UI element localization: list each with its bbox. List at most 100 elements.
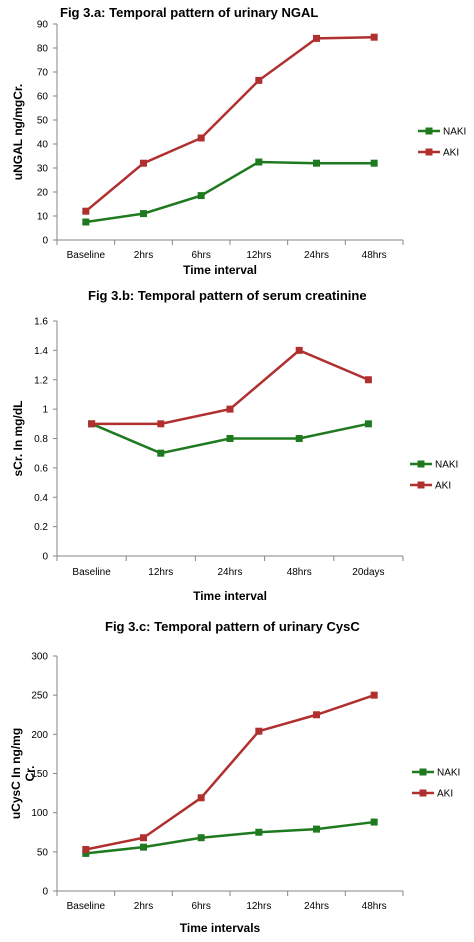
data-point-naki (197, 834, 205, 842)
y-tick-label: 0.6 (34, 463, 48, 474)
x-tick-label: 24hrs (304, 901, 329, 912)
series-line-aki (85, 35, 375, 213)
legend-marker (425, 127, 433, 135)
legend-marker (417, 481, 425, 489)
data-point-aki (157, 420, 165, 428)
data-point-naki (82, 849, 90, 857)
y-tick-label: 40 (37, 140, 49, 151)
x-tick-label: 48hrs (362, 250, 387, 261)
y-axis-label: sCr. In mg/dL (11, 400, 25, 476)
chart-2: Fig 3.b: Temporal pattern of serum creat… (11, 288, 458, 603)
y-tick-label: 0.2 (34, 522, 48, 533)
data-point-naki (197, 192, 205, 200)
y-tick-label: 60 (37, 92, 49, 103)
legend-entry-aki: AKI (418, 148, 459, 159)
data-point-aki (370, 691, 378, 699)
legend-label: NAKI (437, 768, 460, 779)
y-axis-label-line: Cr. (23, 765, 37, 781)
data-point-aki (140, 834, 147, 842)
data-point-naki (82, 218, 90, 226)
y-tick-label: 150 (31, 769, 48, 780)
data-point-naki (313, 159, 320, 167)
y-tick-label: 250 (31, 691, 48, 702)
y-tick-label: 50 (37, 847, 49, 858)
y-tick-label: 80 (37, 44, 49, 55)
legend-marker (417, 460, 425, 468)
data-point-aki (313, 34, 320, 42)
data-point-naki (313, 825, 320, 833)
y-tick-label: 200 (31, 730, 48, 741)
y-tick-label: 0 (42, 236, 48, 247)
series-line-aki (85, 693, 375, 851)
series-line-naki (85, 160, 375, 224)
y-tick-label: 100 (31, 808, 48, 819)
y-tick-label: 0 (42, 887, 48, 898)
data-point-aki (313, 711, 320, 719)
data-point-naki (364, 420, 372, 428)
chart-title: Fig 3.c: Temporal pattern of urinary Cys… (105, 619, 360, 634)
x-tick-label: 12hrs (246, 250, 271, 261)
data-point-aki (295, 346, 303, 354)
chart-1: Fig 3.a: Temporal pattern of urinary NGA… (11, 5, 466, 277)
legend-label: AKI (443, 148, 459, 159)
x-axis-label: Time intervals (180, 921, 261, 935)
chart-3: Fig 3.c: Temporal pattern of urinary Cys… (9, 619, 460, 935)
data-point-aki (364, 376, 372, 384)
x-tick-label: 48hrs (287, 567, 312, 578)
legend-entry-aki: AKI (412, 789, 453, 800)
x-tick-label: Baseline (67, 250, 106, 261)
data-point-aki (197, 794, 205, 802)
y-tick-label: 70 (37, 68, 49, 79)
data-point-aki (88, 420, 96, 428)
legend-entry-naki: NAKI (418, 127, 466, 138)
data-point-aki (370, 33, 378, 41)
x-tick-label: 48hrs (362, 901, 387, 912)
data-point-aki (140, 159, 147, 167)
legend-label: NAKI (443, 127, 466, 138)
x-tick-label: 20days (352, 567, 384, 578)
x-tick-label: 24hrs (217, 567, 242, 578)
y-tick-label: 0.4 (34, 493, 48, 504)
data-point-aki (82, 207, 90, 215)
chart-title: Fig 3.a: Temporal pattern of urinary NGA… (60, 5, 318, 20)
y-tick-label: 1 (42, 405, 48, 416)
data-point-naki (140, 210, 147, 218)
legend-marker (425, 148, 433, 156)
series-line-naki (85, 820, 375, 855)
y-tick-label: 300 (31, 652, 48, 663)
y-tick-label: 1.2 (34, 375, 48, 386)
data-point-naki (226, 435, 234, 442)
x-axis-label: Time interval (193, 589, 267, 603)
chart-title: Fig 3.b: Temporal pattern of serum creat… (88, 288, 367, 303)
data-point-aki (226, 405, 234, 413)
y-tick-label: 90 (37, 20, 49, 31)
legend-entry-aki: AKI (410, 481, 451, 492)
y-tick-label: 0.8 (34, 434, 48, 445)
x-tick-label: 24hrs (304, 250, 329, 261)
data-point-naki (255, 828, 263, 836)
y-axis-label-line: uCysC In ng/mg (9, 728, 23, 819)
legend-label: AKI (437, 789, 453, 800)
y-axis-label: uCysC In ng/mgCr. (9, 728, 37, 819)
y-tick-label: 10 (37, 212, 49, 223)
x-tick-label: Baseline (72, 567, 111, 578)
data-point-aki (197, 134, 205, 142)
data-point-naki (140, 843, 147, 851)
x-tick-label: 6hrs (191, 250, 210, 261)
y-axis-label: uNGAL ng/mgCr. (11, 84, 25, 180)
y-tick-label: 50 (37, 116, 49, 127)
legend-label: NAKI (435, 460, 458, 471)
y-tick-label: 0 (42, 552, 48, 563)
series-line-aki (91, 348, 369, 426)
y-tick-label: 1.4 (34, 346, 48, 357)
x-tick-label: 2hrs (134, 901, 153, 912)
x-tick-label: 2hrs (134, 250, 153, 261)
y-tick-label: 1.6 (34, 317, 48, 328)
legend-entry-naki: NAKI (410, 460, 458, 471)
legend-entry-naki: NAKI (412, 768, 460, 779)
x-tick-label: Baseline (67, 901, 106, 912)
data-point-naki (255, 158, 263, 166)
x-tick-label: 12hrs (246, 901, 271, 912)
data-point-naki (295, 435, 303, 442)
